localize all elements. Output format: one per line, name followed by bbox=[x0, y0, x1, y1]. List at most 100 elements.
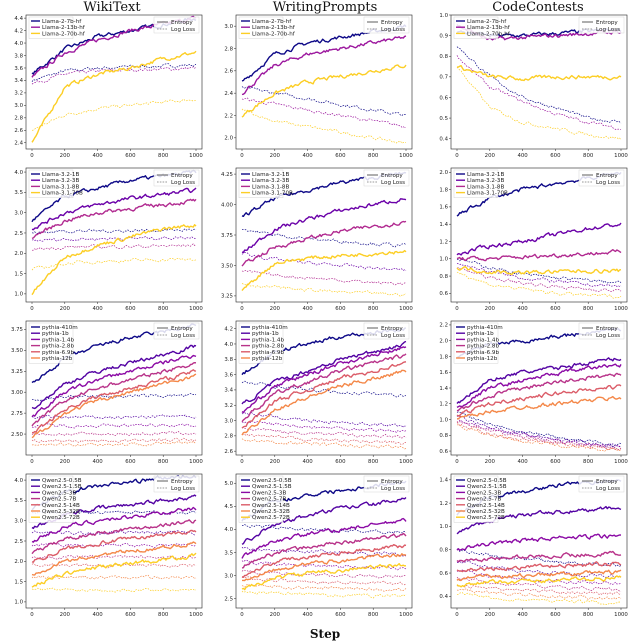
series-logloss-line bbox=[241, 420, 407, 433]
series-entropy-line bbox=[31, 344, 197, 410]
series-logloss-line bbox=[31, 236, 197, 242]
x-tick-label: 400 bbox=[517, 153, 528, 159]
series-logloss-line bbox=[31, 423, 197, 429]
panel-r0c0: 0 200 400 600 800 1000 2.4 2.6 2.8 3.0 3.2 3.4 3.6 3.… bbox=[14, 14, 203, 159]
legend-label: Llama-3.2-3B bbox=[252, 178, 289, 184]
series-entropy-line bbox=[241, 532, 407, 569]
legend-label: Llama-2-13b-hf bbox=[42, 25, 86, 31]
model-legend: Llama-3.2-1BLlama-3.2-3BLlama-3.1-8BLlam… bbox=[453, 169, 508, 198]
legend-label: Qwen2.5-1.5B bbox=[252, 484, 292, 490]
x-tick-label: 800 bbox=[158, 612, 169, 618]
legend-label: Qwen2.5-32B bbox=[42, 509, 80, 515]
series-logloss-line bbox=[241, 583, 407, 592]
panel-r2c2: 0 200 400 600 800 1000 0.6 0.8 1.0 1.2 1.4 1.6 1.8 2.… bbox=[439, 320, 628, 465]
x-tick-label: 1000 bbox=[189, 153, 203, 159]
x-tick-label: 600 bbox=[550, 306, 561, 312]
x-tick-label: 0 bbox=[30, 153, 34, 159]
style-legend-box bbox=[363, 475, 410, 493]
series-entropy-line bbox=[31, 224, 197, 296]
model-legend-box bbox=[453, 322, 499, 364]
series-logloss-line bbox=[241, 438, 407, 450]
legend-label: pythia-1b bbox=[467, 331, 494, 337]
x-tick-label: 0 bbox=[455, 153, 459, 159]
series-logloss-line bbox=[31, 98, 197, 131]
x-tick-label: 1000 bbox=[399, 459, 413, 465]
y-tick-label: 1.0 bbox=[439, 257, 448, 263]
y-tick-label: 3.8 bbox=[224, 357, 233, 363]
x-tick-label: 200 bbox=[60, 459, 71, 465]
panel-r1c1: 0 200 400 600 800 1000 3.25 3.50 3.75 4.00 4.25 Lla… bbox=[221, 167, 413, 312]
model-legend: pythia-410mpythia-1bpythia-1.4bpythia-2.… bbox=[453, 322, 503, 364]
series-entropy-line bbox=[241, 35, 407, 96]
x-tick-label: 600 bbox=[335, 459, 346, 465]
legend-label: pythia-1.4b bbox=[252, 337, 284, 343]
y-tick-label: 0.8 bbox=[439, 54, 448, 60]
series-entropy-line bbox=[241, 346, 407, 414]
y-tick-label: 3.6 bbox=[14, 66, 23, 72]
y-tick-label: 0.6 bbox=[439, 449, 448, 455]
x-tick-label: 400 bbox=[92, 612, 103, 618]
y-tick-label: 4.00 bbox=[221, 202, 234, 208]
y-tick-label: 3.0 bbox=[14, 518, 23, 524]
legend-label: Llama-3.2-3B bbox=[467, 178, 504, 184]
series-logloss-line bbox=[31, 66, 197, 85]
x-tick-label: 0 bbox=[30, 612, 34, 618]
x-tick-label: 200 bbox=[60, 306, 71, 312]
y-tick-label: 3.0 bbox=[224, 24, 233, 30]
model-legend-box bbox=[28, 322, 74, 364]
series-entropy-line bbox=[456, 395, 622, 420]
y-tick-label: 2.6 bbox=[14, 128, 23, 134]
series-logloss-line bbox=[456, 55, 622, 130]
series-entropy-line bbox=[456, 222, 622, 256]
x-tick-label: 600 bbox=[550, 459, 561, 465]
y-tick-label: 3.25 bbox=[221, 294, 233, 300]
series-entropy-line bbox=[31, 354, 197, 418]
y-tick-label: 2.0 bbox=[439, 339, 448, 345]
entropy-label: Entropy bbox=[381, 20, 403, 26]
series-logloss-line bbox=[456, 418, 622, 449]
series-entropy-line bbox=[456, 363, 622, 409]
y-tick-label: 4.2 bbox=[14, 28, 23, 34]
model-legend: pythia-410mpythia-1bpythia-1.4bpythia-2.… bbox=[28, 322, 78, 364]
y-tick-label: 4.4 bbox=[14, 16, 23, 22]
legend-label: Llama-3.2-3B bbox=[42, 178, 79, 184]
y-tick-label: 0.4 bbox=[439, 594, 448, 600]
x-tick-label: 0 bbox=[240, 612, 244, 618]
style-legend-box bbox=[578, 475, 625, 493]
style-legend-box bbox=[578, 169, 625, 187]
style-legend-box bbox=[578, 322, 625, 340]
series-logloss-line bbox=[456, 548, 622, 567]
y-tick-label: 3.75 bbox=[11, 327, 23, 333]
series-entropy-line bbox=[241, 563, 407, 591]
series-entropy-line bbox=[241, 361, 407, 429]
x-tick-label: 1000 bbox=[614, 612, 628, 618]
legend-label: pythia-2.8b bbox=[42, 344, 74, 350]
model-legend: Llama-2-7b-hfLlama-2-13b-hfLlama-2-70b-h… bbox=[28, 16, 86, 39]
series-logloss-line bbox=[31, 563, 197, 569]
y-tick-label: 3.5 bbox=[14, 190, 23, 196]
y-tick-label: 3.2 bbox=[14, 91, 23, 97]
x-tick-label: 600 bbox=[125, 459, 136, 465]
legend-label: pythia-6.9b bbox=[42, 350, 74, 356]
x-tick-label: 400 bbox=[92, 459, 103, 465]
series-logloss-line bbox=[31, 227, 197, 234]
series-entropy-line bbox=[31, 506, 197, 543]
series-logloss-line bbox=[241, 412, 407, 428]
y-tick-label: 4.5 bbox=[224, 504, 233, 510]
logloss-label: Log Loss bbox=[596, 27, 620, 33]
legend-label: pythia-410m bbox=[42, 325, 78, 331]
series-logloss-line bbox=[456, 66, 622, 140]
y-tick-label: 3.0 bbox=[14, 103, 23, 109]
x-tick-label: 600 bbox=[125, 153, 136, 159]
y-tick-label: 1.5 bbox=[14, 271, 23, 277]
y-tick-label: 3.50 bbox=[11, 348, 24, 354]
y-tick-label: 0.5 bbox=[439, 116, 448, 122]
y-tick-label: 2.50 bbox=[11, 432, 24, 438]
y-tick-label: 1.0 bbox=[439, 417, 448, 423]
style-legend-box bbox=[153, 16, 200, 34]
entropy-label: Entropy bbox=[171, 479, 193, 485]
x-tick-label: 0 bbox=[240, 306, 244, 312]
